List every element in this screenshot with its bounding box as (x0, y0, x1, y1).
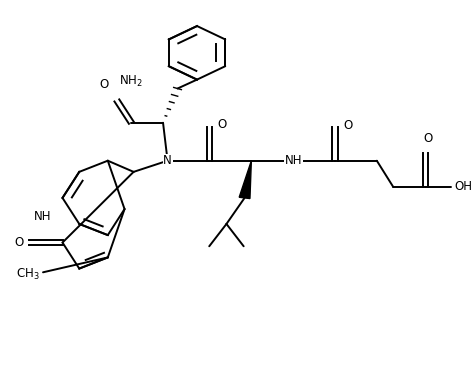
Text: NH: NH (34, 210, 52, 223)
Text: O: O (15, 236, 24, 249)
Text: O: O (100, 78, 109, 91)
Text: NH$_2$: NH$_2$ (119, 73, 143, 89)
Text: NH: NH (285, 154, 302, 167)
Text: O: O (423, 132, 433, 145)
Text: O: O (343, 119, 353, 132)
Text: CH$_3$: CH$_3$ (16, 267, 39, 282)
Text: OH: OH (454, 180, 472, 193)
Text: N: N (163, 154, 172, 167)
Polygon shape (239, 161, 252, 199)
Text: O: O (218, 118, 227, 131)
